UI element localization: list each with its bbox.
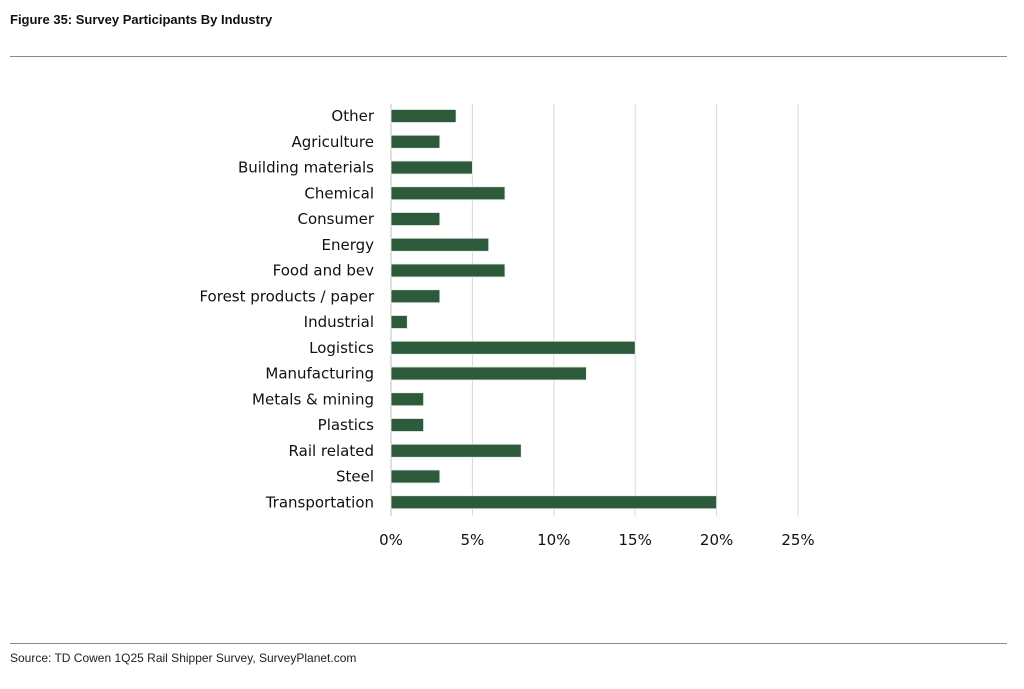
- bottom-divider: [10, 643, 1007, 644]
- category-label: Rail related: [289, 442, 374, 460]
- category-label: Agriculture: [292, 133, 375, 151]
- bar-chemical: [390, 186, 506, 201]
- bar-rail-related: [390, 443, 522, 458]
- x-tick-label: 25%: [781, 531, 814, 549]
- category-label: Building materials: [238, 159, 374, 177]
- bar-other: [390, 109, 457, 123]
- x-tick-label: 5%: [461, 531, 485, 549]
- bar-steel: [390, 469, 441, 484]
- top-divider: [10, 56, 1007, 57]
- x-tick-label: 20%: [700, 531, 733, 549]
- bar-transportation: [390, 495, 718, 510]
- category-label: Steel: [336, 468, 374, 486]
- source-note: Source: TD Cowen 1Q25 Rail Shipper Surve…: [10, 651, 357, 665]
- category-label: Manufacturing: [265, 365, 374, 383]
- x-tick-label: 10%: [537, 531, 570, 549]
- bar-consumer: [390, 212, 441, 226]
- bar-industrial: [390, 315, 408, 329]
- x-tick-label: 15%: [619, 531, 652, 549]
- bar-manufacturing: [390, 366, 587, 381]
- figure-title: Figure 35: Survey Participants By Indust…: [10, 12, 273, 27]
- category-label: Food and bev: [273, 262, 374, 280]
- bar-food-and-bev: [390, 263, 506, 278]
- category-label: Plastics: [318, 416, 375, 434]
- category-label: Logistics: [309, 339, 374, 357]
- x-tick-label: 0%: [379, 531, 403, 549]
- category-label: Other: [331, 107, 374, 125]
- bar-plastics: [390, 418, 424, 432]
- bar-building-materials: [390, 160, 473, 175]
- category-label: Forest products / paper: [199, 287, 374, 305]
- category-label: Energy: [321, 236, 374, 254]
- bar-forest-products-paper: [390, 289, 441, 304]
- category-label: Transportation: [265, 493, 374, 511]
- category-label: Industrial: [304, 313, 374, 331]
- category-label: Chemical: [304, 184, 374, 202]
- bar-logistics: [390, 340, 636, 355]
- category-label: Metals & mining: [252, 390, 374, 408]
- bar-energy: [390, 237, 490, 252]
- category-label: Consumer: [298, 210, 375, 228]
- bar-metals-mining: [390, 392, 424, 407]
- bar-agriculture: [390, 134, 441, 149]
